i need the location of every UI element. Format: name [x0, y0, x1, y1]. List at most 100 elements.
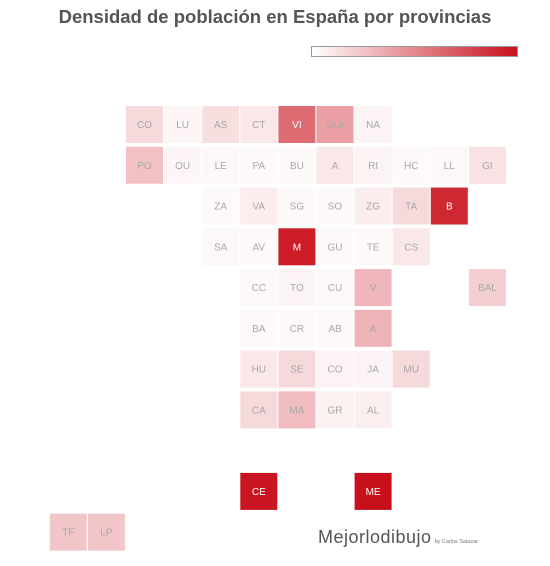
province-tile-label: RI	[368, 161, 378, 172]
province-tile-vi-4: VI	[278, 106, 316, 143]
province-tile-fill	[392, 228, 430, 266]
province-tile-label: SA	[214, 242, 228, 253]
province-tile-ba-35: BA	[240, 309, 278, 347]
province-tile-label: ZG	[366, 202, 380, 213]
province-tile-se-40: SE	[278, 350, 316, 388]
province-tile-ja-42: JA	[354, 350, 392, 388]
province-tile-label: AL	[367, 405, 380, 416]
province-tile-le-9: LE	[202, 146, 240, 184]
province-tile-so-20: SO	[316, 187, 354, 225]
province-tile-fill	[240, 187, 278, 225]
province-tile-v-33: V	[354, 269, 392, 307]
province-tile-mu-43: MU	[392, 350, 430, 388]
province-tile-label: GU	[328, 242, 343, 253]
province-tile-fill	[316, 309, 354, 347]
province-tile-fill	[354, 187, 392, 225]
province-tile-label: CO	[328, 365, 343, 376]
province-tile-fill	[202, 106, 240, 143]
province-tile-tf-50: TF	[49, 513, 87, 551]
province-tile-fill	[49, 513, 87, 551]
province-tile-fill	[164, 106, 202, 143]
province-tile-label: VI	[292, 120, 301, 131]
province-tile-label: B	[446, 202, 453, 213]
province-tile-fill	[354, 350, 392, 388]
province-tile-fill	[316, 391, 354, 429]
province-tile-label: CT	[252, 120, 265, 131]
province-tile-fill	[392, 350, 430, 388]
province-tile-fill	[430, 187, 468, 225]
province-tile-label: AS	[214, 120, 228, 131]
province-tile-bal-34: BAL	[468, 269, 506, 307]
province-tile-fill	[354, 309, 392, 347]
province-tile-label: BU	[290, 161, 304, 172]
province-tile-gu-27: GU	[316, 228, 354, 266]
province-tile-fill	[316, 269, 354, 307]
province-tile-fill	[126, 106, 163, 143]
province-tile-a-38: A	[354, 309, 392, 347]
province-tile-fill	[164, 146, 202, 184]
province-tile-na-6: NA	[354, 106, 392, 143]
province-tile-as-2: AS	[202, 106, 240, 143]
province-tile-fill	[468, 146, 506, 184]
province-tile-label: ME	[366, 487, 381, 498]
province-tile-me-49: ME	[354, 472, 392, 510]
province-tile-m-26: M	[278, 228, 316, 266]
color-scale-legend	[311, 46, 518, 57]
province-tile-label: LL	[444, 161, 456, 172]
province-tile-fill	[278, 309, 316, 347]
province-tile-bu-11: BU	[278, 146, 316, 184]
province-tile-label: GI	[482, 161, 493, 172]
province-tile-fill	[278, 350, 316, 388]
province-tile-fill	[430, 146, 468, 184]
province-tile-ca-44: CA	[240, 391, 278, 429]
province-tile-fill	[278, 187, 316, 225]
province-tile-fill	[278, 106, 316, 143]
province-tile-fill	[316, 350, 354, 388]
province-tile-fill	[126, 146, 163, 184]
province-tile-label: TF	[62, 528, 74, 539]
province-tile-fill	[240, 391, 278, 429]
province-tile-hu-39: HU	[240, 350, 278, 388]
province-tile-ll-15: LL	[430, 146, 468, 184]
province-tile-label: GUI	[326, 120, 344, 131]
province-tile-pa-10: PA	[240, 146, 278, 184]
province-tile-fill	[354, 472, 392, 510]
province-tile-label: CA	[252, 405, 266, 416]
province-tile-cc-30: CC	[240, 269, 278, 307]
province-tile-label: BA	[252, 324, 266, 335]
province-tile-fill	[278, 146, 316, 184]
province-tile-a-12: A	[316, 146, 354, 184]
province-tile-fill	[354, 146, 392, 184]
province-tile-label: SG	[290, 202, 305, 213]
province-tile-label: A	[370, 324, 377, 335]
province-tile-ta-22: TA	[392, 187, 430, 225]
province-tile-b-23: B	[430, 187, 468, 225]
province-tile-label: OU	[175, 161, 190, 172]
province-tile-label: MA	[289, 405, 304, 416]
province-tile-fill	[316, 146, 354, 184]
province-tile-lu-1: LU	[164, 106, 202, 143]
province-tile-gr-46: GR	[316, 391, 354, 429]
province-tile-label: HC	[404, 161, 418, 172]
province-tile-sg-19: SG	[278, 187, 316, 225]
province-tile-fill	[87, 513, 125, 551]
province-tile-co-41: CO	[316, 350, 354, 388]
province-tile-label: V	[370, 283, 377, 294]
province-tile-label: CO	[137, 120, 152, 131]
province-tile-va-18: VA	[240, 187, 278, 225]
province-tile-fill	[392, 187, 430, 225]
province-tile-cu-32: CU	[316, 269, 354, 307]
province-tile-fill	[316, 228, 354, 266]
brand-byline: by Carlos Salazar	[434, 539, 478, 545]
province-tile-cs-29: CS	[392, 228, 430, 266]
province-tile-ou-8: OU	[164, 146, 202, 184]
province-tile-label: LU	[176, 120, 189, 131]
province-tile-label: CC	[252, 283, 266, 294]
province-tile-label: LE	[215, 161, 228, 172]
province-tile-za-17: ZA	[202, 187, 240, 225]
province-tile-fill	[202, 228, 240, 266]
province-tile-label: M	[293, 242, 301, 253]
province-tile-label: JA	[367, 365, 379, 376]
province-tile-ab-37: AB	[316, 309, 354, 347]
province-tile-label: TE	[367, 242, 380, 253]
